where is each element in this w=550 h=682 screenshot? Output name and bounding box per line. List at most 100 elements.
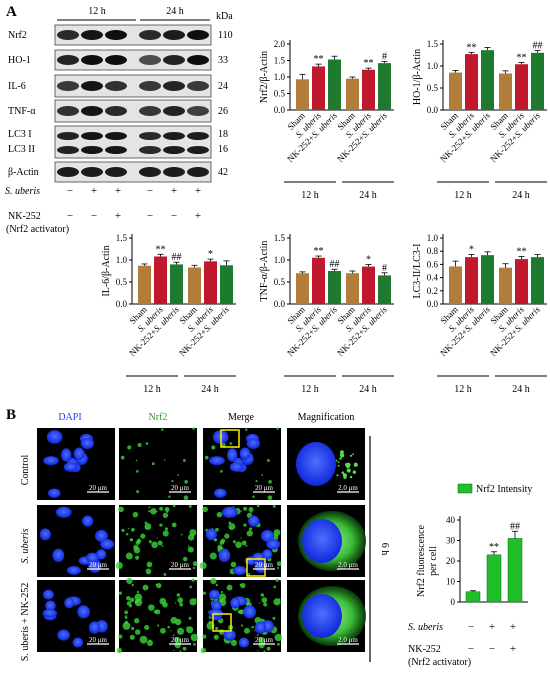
nrf2-spot	[131, 583, 134, 587]
nrf2-spot	[173, 649, 175, 652]
nrf2-spot	[268, 479, 272, 484]
group-label: 12 h	[301, 190, 319, 201]
nrf2-spot	[278, 598, 281, 600]
magnified-nrf2-dot	[349, 454, 353, 457]
significance-mark: #	[382, 263, 387, 274]
blot-band-ho-1-0-5	[187, 55, 209, 65]
magnified-nucleus	[296, 442, 336, 486]
bar-4	[515, 259, 528, 304]
blot-band-nrf2-0-4	[163, 30, 185, 40]
nrf2-spot	[215, 527, 219, 532]
nrf2-spot	[258, 636, 265, 644]
nrf2-spot	[126, 577, 133, 585]
nucleus	[42, 589, 54, 600]
treat-a-sign: +	[171, 185, 177, 197]
significance-mark: **	[314, 54, 324, 65]
nrf2-spot	[180, 533, 183, 536]
bar-1	[465, 257, 478, 304]
nrf2-spot	[151, 462, 155, 466]
nucleus	[100, 539, 115, 550]
nrf2-spot	[168, 495, 171, 498]
nrf2-spot	[240, 511, 242, 513]
scale-label-small: 20 μm	[171, 561, 190, 569]
nrf2-spot	[266, 646, 271, 651]
y-tick-label: 0.0	[274, 299, 286, 309]
fluor-bar-1	[486, 554, 502, 603]
blot-kda-beta-actin: 42	[218, 167, 228, 178]
scale-label-large: 2.0 μm	[338, 636, 358, 644]
nrf2-spot	[230, 639, 238, 647]
y-tick-label: 0.5	[116, 277, 128, 287]
nucleus	[239, 447, 251, 461]
nrf2-spot	[220, 470, 223, 473]
magnified-nrf2-dot	[341, 471, 345, 474]
nrf2-spot	[131, 626, 135, 631]
nrf2-spot	[129, 604, 133, 608]
blot-band-ho-1-0-3	[139, 55, 161, 65]
significance-mark: **	[489, 542, 499, 553]
treat-a-sign: −	[171, 210, 177, 222]
magnified-nrf2-dot	[336, 474, 339, 477]
nucleus	[208, 589, 220, 600]
nrf2-spot	[229, 442, 233, 445]
col-header-magnification: Magnification	[298, 412, 355, 423]
significance-mark: **	[314, 246, 324, 257]
nrf2-spot	[200, 647, 207, 654]
treat-b-sign: −	[468, 621, 474, 633]
blot-band-nrf2-0-0	[57, 30, 79, 40]
nrf2-spot	[179, 650, 182, 653]
nrf2-spot	[126, 596, 131, 601]
significance-mark: ##	[330, 259, 340, 270]
nrf2-spot	[211, 445, 216, 450]
y-tick-label: 0.8	[427, 246, 439, 256]
nrf2-spot	[118, 634, 123, 639]
nrf2-spot	[199, 562, 207, 570]
nrf2-spot	[191, 578, 195, 582]
bar-4	[362, 266, 375, 304]
group-label: 12 h	[301, 384, 319, 395]
scale-label-small: 20 μm	[89, 484, 108, 492]
nrf2-spot	[202, 634, 207, 639]
magnified-nrf2-dot	[349, 475, 353, 479]
treatment-signs-b: − + + − − +	[468, 621, 516, 655]
nucleus	[262, 549, 273, 560]
bar-0	[449, 266, 462, 304]
nrf2-spot	[245, 544, 248, 547]
nrf2-spot	[215, 583, 218, 587]
blot-band-lc3-1-3	[139, 146, 161, 154]
group-label: 24 h	[201, 384, 219, 395]
significance-mark: *	[469, 245, 474, 256]
nrf2-spot	[258, 602, 261, 604]
nrf2-spot	[134, 618, 140, 624]
nrf2-spot	[261, 597, 268, 603]
bar-3	[499, 267, 512, 304]
nrf2-spot	[135, 459, 138, 462]
blot-band-il-6-0-4	[163, 81, 185, 91]
nrf2-spot	[170, 630, 172, 632]
nucleus	[260, 529, 274, 543]
magnified-nrf2-dot	[346, 462, 351, 468]
blot-band-tnf-0-3	[139, 106, 161, 116]
magnified-nucleus	[302, 594, 342, 638]
nrf2-spot	[159, 597, 167, 605]
treat-a-nk-sublabel: (Nrf2 activator)	[6, 224, 69, 235]
blot-band-nrf2-0-1	[81, 30, 103, 40]
blot-frame-tnf	[54, 99, 212, 123]
nrf2-spot	[243, 506, 248, 511]
magnified-nrf2-dot	[339, 453, 345, 458]
group-label: 24 h	[359, 190, 377, 201]
y-tick-label: 2.0	[274, 39, 286, 49]
nrf2-spot	[272, 616, 276, 620]
nrf2-spot	[256, 504, 260, 508]
blot-band-beta-actin-0-0	[57, 167, 79, 177]
nrf2-spot	[148, 506, 151, 509]
blot-band-nrf2-0-5	[187, 30, 209, 40]
bar-4	[362, 69, 375, 110]
nrf2-spot	[244, 627, 250, 634]
nrf2-spot	[140, 533, 146, 539]
y-axis-label: Nrf2/β-Actin	[259, 51, 270, 103]
nrf2-spot	[277, 642, 280, 646]
significance-mark: **	[467, 42, 477, 53]
treat-b-suberis-label: S. uberis	[408, 622, 443, 633]
micro-tile-r2-c1	[119, 580, 197, 652]
